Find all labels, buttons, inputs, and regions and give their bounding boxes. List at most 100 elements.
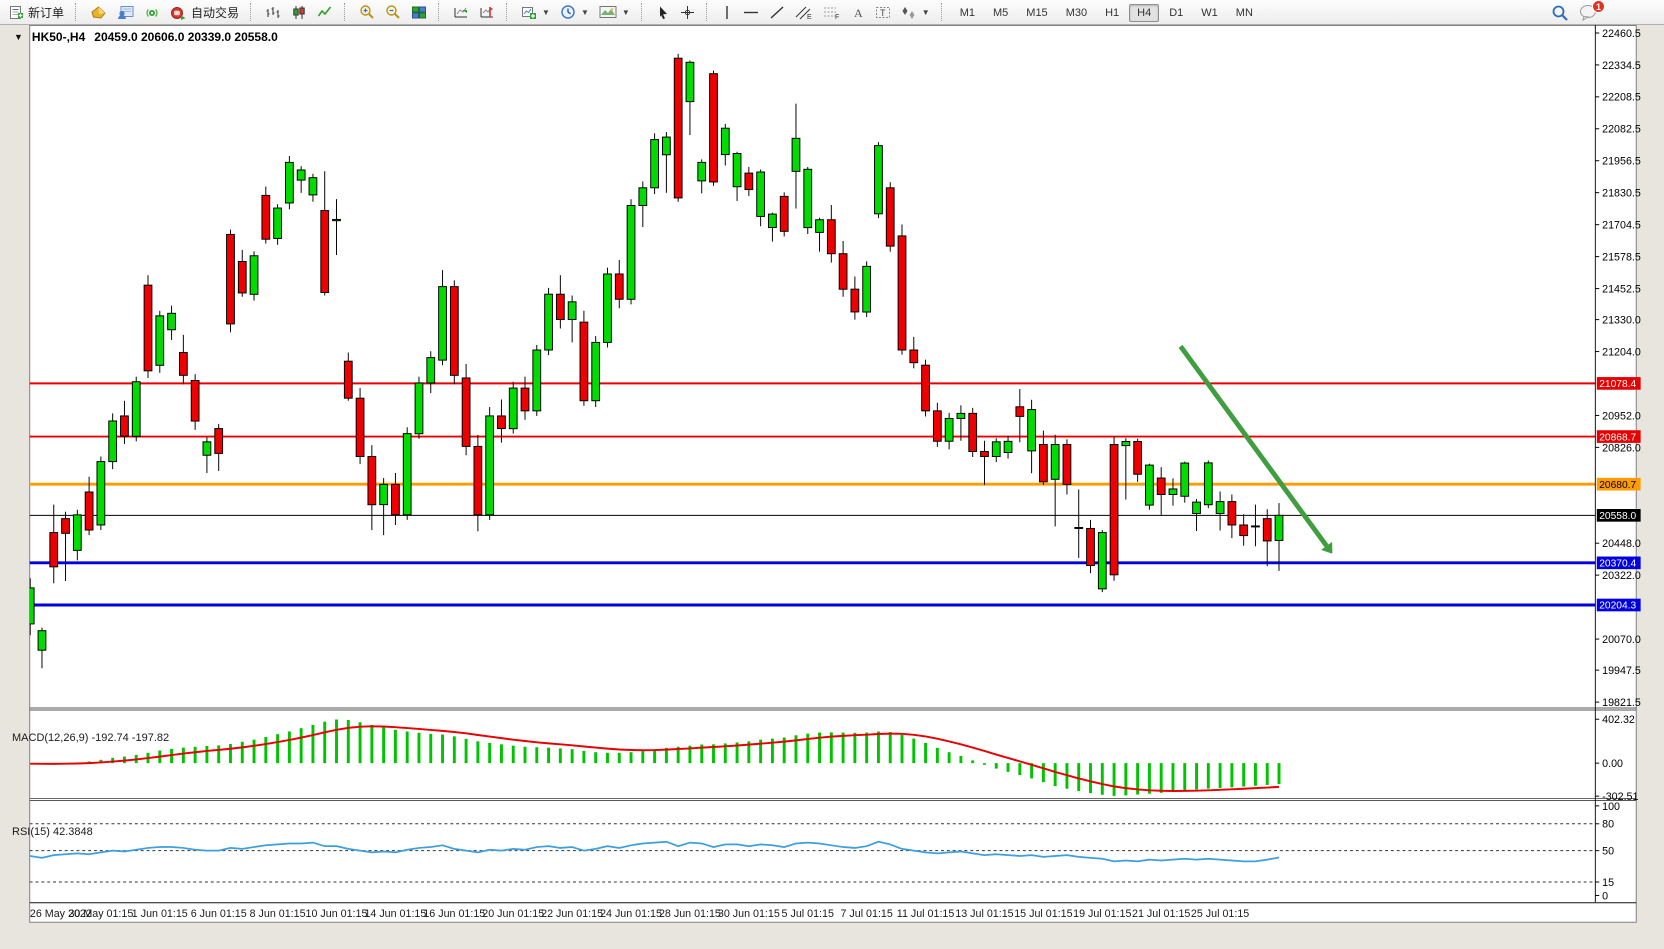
- candle[interactable]: [284, 161, 294, 204]
- candle[interactable]: [1015, 406, 1025, 417]
- candle[interactable]: [108, 420, 118, 463]
- auto-scroll-button[interactable]: [448, 0, 474, 25]
- candle[interactable]: [921, 364, 930, 412]
- candle[interactable]: [862, 265, 872, 313]
- candle[interactable]: [650, 139, 659, 189]
- candle[interactable]: [332, 218, 341, 222]
- candle[interactable]: [697, 161, 707, 182]
- candle[interactable]: [1192, 501, 1201, 514]
- candle[interactable]: [273, 207, 282, 239]
- candle[interactable]: [732, 153, 742, 188]
- price-axis[interactable]: 22460.5 22334.5 22208.5 22082.5 21956.5 21830…: [1595, 28, 1641, 709]
- channel-button[interactable]: E: [790, 0, 818, 25]
- candle[interactable]: [379, 483, 389, 506]
- candle[interactable]: [438, 286, 447, 361]
- candle[interactable]: [1262, 518, 1272, 542]
- candle[interactable]: [72, 514, 82, 551]
- candle[interactable]: [1121, 441, 1131, 447]
- candle[interactable]: [37, 630, 47, 651]
- candle[interactable]: [803, 168, 813, 229]
- chat-button[interactable]: 1: [1579, 0, 1605, 21]
- candle[interactable]: [991, 441, 1001, 458]
- candle[interactable]: [1215, 501, 1225, 514]
- macd-panel[interactable]: [29, 719, 1281, 796]
- candle[interactable]: [838, 253, 848, 290]
- candle[interactable]: [826, 219, 836, 255]
- candle[interactable]: [261, 194, 271, 240]
- templates-button[interactable]: ▼: [594, 0, 635, 25]
- candle[interactable]: [1203, 462, 1213, 506]
- candle[interactable]: [237, 261, 247, 294]
- candle[interactable]: [885, 187, 895, 247]
- arrows-button[interactable]: ▼: [896, 0, 935, 25]
- candle[interactable]: [579, 321, 589, 402]
- tile-windows-button[interactable]: [406, 0, 432, 25]
- candle[interactable]: [1050, 444, 1060, 480]
- rsi-axis[interactable]: 100 80 50 150: [1595, 801, 1620, 903]
- candle[interactable]: [1027, 409, 1036, 452]
- candle[interactable]: [709, 73, 718, 183]
- candle[interactable]: [591, 341, 601, 402]
- auto-trading-button[interactable]: 自动交易: [165, 0, 244, 25]
- candlestick-button[interactable]: [286, 0, 312, 25]
- trendline-button[interactable]: [764, 0, 790, 25]
- candle[interactable]: [956, 412, 966, 419]
- candle[interactable]: [449, 286, 459, 376]
- candle[interactable]: [532, 349, 542, 412]
- periods-button[interactable]: ▼: [555, 0, 594, 25]
- candle[interactable]: [1133, 441, 1143, 475]
- candle[interactable]: [226, 233, 235, 325]
- candle[interactable]: [626, 205, 636, 300]
- text-label-button[interactable]: T: [870, 0, 896, 25]
- timeframe-mn[interactable]: MN: [1235, 7, 1253, 19]
- candle[interactable]: [120, 415, 129, 437]
- candle[interactable]: [461, 377, 471, 447]
- candle[interactable]: [603, 273, 612, 343]
- text-button[interactable]: A: [846, 0, 870, 25]
- candle[interactable]: [320, 210, 330, 293]
- candle[interactable]: [426, 357, 436, 384]
- candle[interactable]: [520, 387, 530, 412]
- candle[interactable]: [768, 213, 777, 229]
- candle[interactable]: [96, 461, 106, 526]
- candle[interactable]: [567, 301, 577, 321]
- candle[interactable]: [1180, 462, 1190, 497]
- crosshair-button[interactable]: [675, 0, 700, 25]
- candle[interactable]: [178, 352, 188, 376]
- timeframe-m5[interactable]: M5: [993, 7, 1009, 19]
- candle[interactable]: [1062, 444, 1072, 485]
- candle[interactable]: [1109, 444, 1119, 576]
- fibonacci-button[interactable]: F: [818, 0, 846, 25]
- candle[interactable]: [909, 349, 919, 364]
- chart-shift-button[interactable]: [474, 0, 500, 25]
- candle[interactable]: [155, 315, 165, 366]
- candle[interactable]: [49, 532, 59, 568]
- cursor-button[interactable]: [651, 0, 675, 25]
- candle[interactable]: [26, 587, 35, 625]
- timeframe-m15[interactable]: M15: [1026, 7, 1048, 19]
- new-order-button[interactable]: 新订单: [4, 0, 69, 25]
- candle[interactable]: [1274, 514, 1284, 541]
- search-button[interactable]: [1551, 4, 1569, 22]
- profile-button[interactable]: [112, 0, 139, 25]
- candle[interactable]: [815, 219, 824, 233]
- candle[interactable]: [555, 293, 565, 321]
- candle[interactable]: [508, 387, 518, 430]
- candle[interactable]: [932, 410, 942, 442]
- signals-button[interactable]: [139, 0, 165, 25]
- candle[interactable]: [1038, 444, 1048, 483]
- candle[interactable]: [143, 284, 153, 372]
- candle[interactable]: [402, 433, 412, 516]
- zoom-in-button[interactable]: [354, 0, 380, 25]
- candle[interactable]: [391, 483, 400, 516]
- candle[interactable]: [791, 137, 801, 172]
- candle[interactable]: [897, 235, 907, 351]
- candle[interactable]: [1145, 464, 1154, 506]
- candle[interactable]: [355, 397, 365, 458]
- candle[interactable]: [1227, 501, 1237, 526]
- new-chart-button[interactable]: ▼: [516, 0, 555, 25]
- chart-window[interactable]: 22460.5 22334.5 22208.5 22082.5 21956.5 21830…: [0, 25, 1664, 949]
- timeframe-m30[interactable]: M30: [1065, 7, 1088, 19]
- candle[interactable]: [202, 441, 212, 456]
